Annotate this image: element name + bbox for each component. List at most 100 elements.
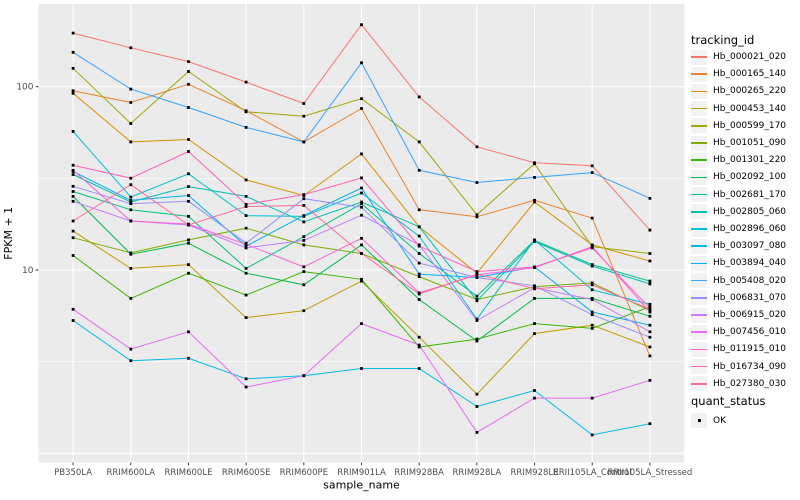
data-point-marker: [187, 82, 190, 86]
data-point-marker: [475, 431, 479, 434]
legend-key-line: [691, 73, 707, 75]
legend-item-label: Hb_002805_060: [713, 206, 787, 217]
data-point-marker: [244, 377, 248, 381]
data-point-marker: [187, 263, 190, 266]
legend-item-Hb_000021_020: Hb_000021_020: [691, 49, 786, 65]
data-point-marker: [590, 164, 594, 168]
data-point-marker: [129, 359, 133, 363]
data-point-marker: [187, 199, 190, 203]
legend-key-swatch: [691, 290, 707, 306]
data-point-marker: [360, 322, 363, 325]
legend-item-Hb_005408_020: Hb_005408_020: [691, 273, 786, 289]
x-tick-label: RRIM928LE: [511, 468, 559, 478]
data-point-marker: [417, 140, 421, 144]
data-point-marker: [129, 101, 133, 104]
data-point-marker: [417, 208, 421, 212]
data-point-marker: [360, 107, 363, 110]
legend-key-line: [691, 142, 707, 144]
legend-item-label: Hb_016734_090: [713, 361, 787, 372]
data-point-marker: [417, 252, 421, 255]
legend-item-Hb_001051_090: Hb_001051_090: [691, 135, 786, 151]
data-point-marker: [187, 194, 190, 197]
data-point-marker: [71, 130, 75, 133]
data-point-marker: [71, 168, 75, 172]
y-axis-title: FPKM + 1: [2, 207, 15, 260]
data-point-marker: [590, 327, 594, 330]
legend-item-Hb_016734_090: Hb_016734_090: [691, 359, 787, 375]
data-point-marker: [417, 298, 421, 301]
data-point-marker: [71, 31, 75, 35]
data-point-marker: [475, 272, 479, 276]
data-point-marker: [590, 396, 594, 400]
data-point-marker: [360, 279, 363, 283]
data-point-marker: [360, 186, 363, 190]
data-point-marker: [71, 190, 75, 193]
legend-item-label: Hb_007456_010: [713, 327, 787, 338]
data-point-marker: [244, 316, 248, 319]
data-point-marker: [360, 252, 363, 255]
legend-item-label: OK: [713, 415, 726, 426]
legend-item-Hb_002092_100: Hb_002092_100: [691, 169, 787, 185]
legend-key-line: [691, 176, 707, 179]
data-point-marker: [417, 234, 421, 238]
data-point-marker: [648, 196, 652, 200]
data-point-marker: [187, 356, 190, 360]
legend-key-line: [691, 124, 707, 127]
legend-key-line: [691, 245, 707, 247]
data-point-marker: [71, 50, 75, 54]
data-point-marker: [648, 422, 652, 426]
legend-key-swatch: [691, 101, 707, 117]
legend-item-Hb_011915_010: Hb_011915_010: [691, 341, 786, 357]
data-point-marker: [590, 288, 594, 292]
data-point-marker: [71, 91, 75, 95]
data-point-marker: [475, 405, 479, 408]
data-point-marker: [360, 61, 363, 65]
data-point-marker: [590, 433, 594, 437]
data-point-marker: [244, 110, 248, 114]
legend-key-swatch: [691, 255, 707, 271]
data-point-marker: [302, 140, 306, 144]
data-point-marker: [129, 198, 133, 202]
data-point-marker: [244, 271, 248, 275]
legend-item-label: Hb_002681_170: [713, 189, 787, 200]
data-point-marker: [129, 87, 133, 91]
data-point-marker: [187, 238, 190, 242]
data-point-marker: [187, 172, 190, 176]
data-point-marker: [590, 264, 594, 268]
legend-key-swatch: [691, 238, 707, 254]
legend-key-swatch: [691, 204, 707, 220]
data-point-marker: [129, 176, 133, 180]
data-point-marker: [648, 354, 652, 358]
data-point-marker: [533, 265, 536, 269]
legend-key-line: [691, 279, 707, 282]
data-point-marker: [71, 195, 75, 198]
data-point-marker: [475, 145, 479, 149]
data-point-marker: [360, 205, 363, 209]
data-point-marker: [129, 140, 133, 144]
legend-item-Hb_006831_070: Hb_006831_070: [691, 290, 787, 306]
data-point-marker: [187, 185, 190, 188]
data-point-marker: [533, 198, 536, 202]
data-point-marker: [71, 184, 75, 188]
legend-key-swatch: [691, 135, 707, 151]
legend-item-label: Hb_027380_030: [713, 378, 787, 389]
legend-key-swatch: [691, 307, 707, 323]
legend-item-label: Hb_006831_070: [713, 292, 787, 303]
legend-item-label: Hb_002896_060: [713, 224, 787, 234]
legend-key-line: [691, 90, 707, 93]
legend: tracking_id Hb_000021_020 Hb_000165_140 Hb_…: [689, 0, 800, 500]
legend-item-Hb_000599_170: Hb_000599_170: [691, 118, 786, 134]
data-point-marker: [71, 199, 75, 203]
data-point-marker: [360, 23, 363, 27]
data-point-marker: [302, 220, 306, 224]
legend-item-label: Hb_002092_100: [713, 172, 787, 183]
legend-key-swatch: [691, 187, 707, 203]
legend-item-label: Hb_000265_220: [713, 86, 787, 97]
data-point-marker: [590, 283, 594, 287]
data-point-marker: [71, 307, 75, 311]
data-point-marker: [360, 191, 363, 195]
data-point-marker: [590, 243, 594, 247]
x-tick-label: RRIM600SE: [222, 468, 271, 478]
data-point-marker: [533, 297, 536, 300]
data-point-marker: [244, 246, 248, 250]
